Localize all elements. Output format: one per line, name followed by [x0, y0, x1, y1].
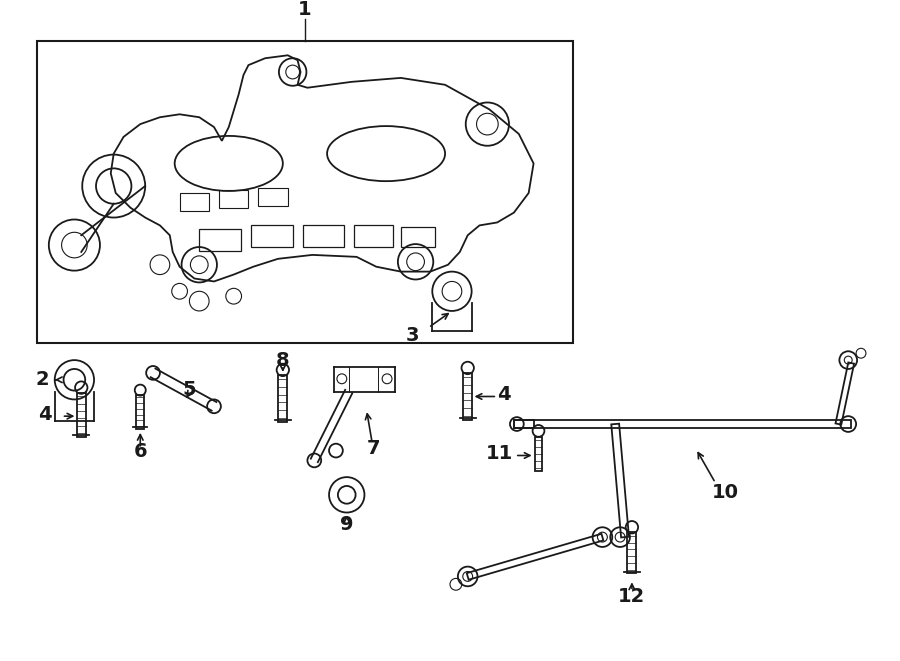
Text: 8: 8: [276, 350, 290, 369]
Bar: [302, 225, 344, 247]
Bar: [180, 193, 209, 211]
Bar: [136, 395, 144, 429]
Bar: [627, 532, 636, 574]
Text: 3: 3: [406, 326, 419, 345]
Bar: [251, 225, 292, 247]
Text: 6: 6: [133, 442, 147, 461]
Text: 4: 4: [38, 405, 51, 424]
Text: 10: 10: [712, 483, 739, 502]
Text: 5: 5: [183, 380, 196, 399]
Text: 11: 11: [485, 444, 513, 463]
Bar: [37, 40, 573, 344]
Text: 12: 12: [618, 586, 645, 605]
Bar: [400, 227, 436, 247]
Text: 2: 2: [35, 370, 49, 389]
Bar: [354, 225, 393, 247]
Bar: [219, 190, 248, 208]
Text: 9: 9: [340, 515, 354, 534]
Bar: [76, 393, 86, 437]
Text: 4: 4: [498, 385, 511, 404]
Bar: [258, 188, 288, 206]
Bar: [199, 229, 240, 251]
Bar: [464, 373, 472, 420]
Text: 7: 7: [366, 439, 380, 458]
Bar: [278, 375, 287, 422]
Text: 1: 1: [298, 0, 311, 19]
Bar: [535, 437, 543, 471]
